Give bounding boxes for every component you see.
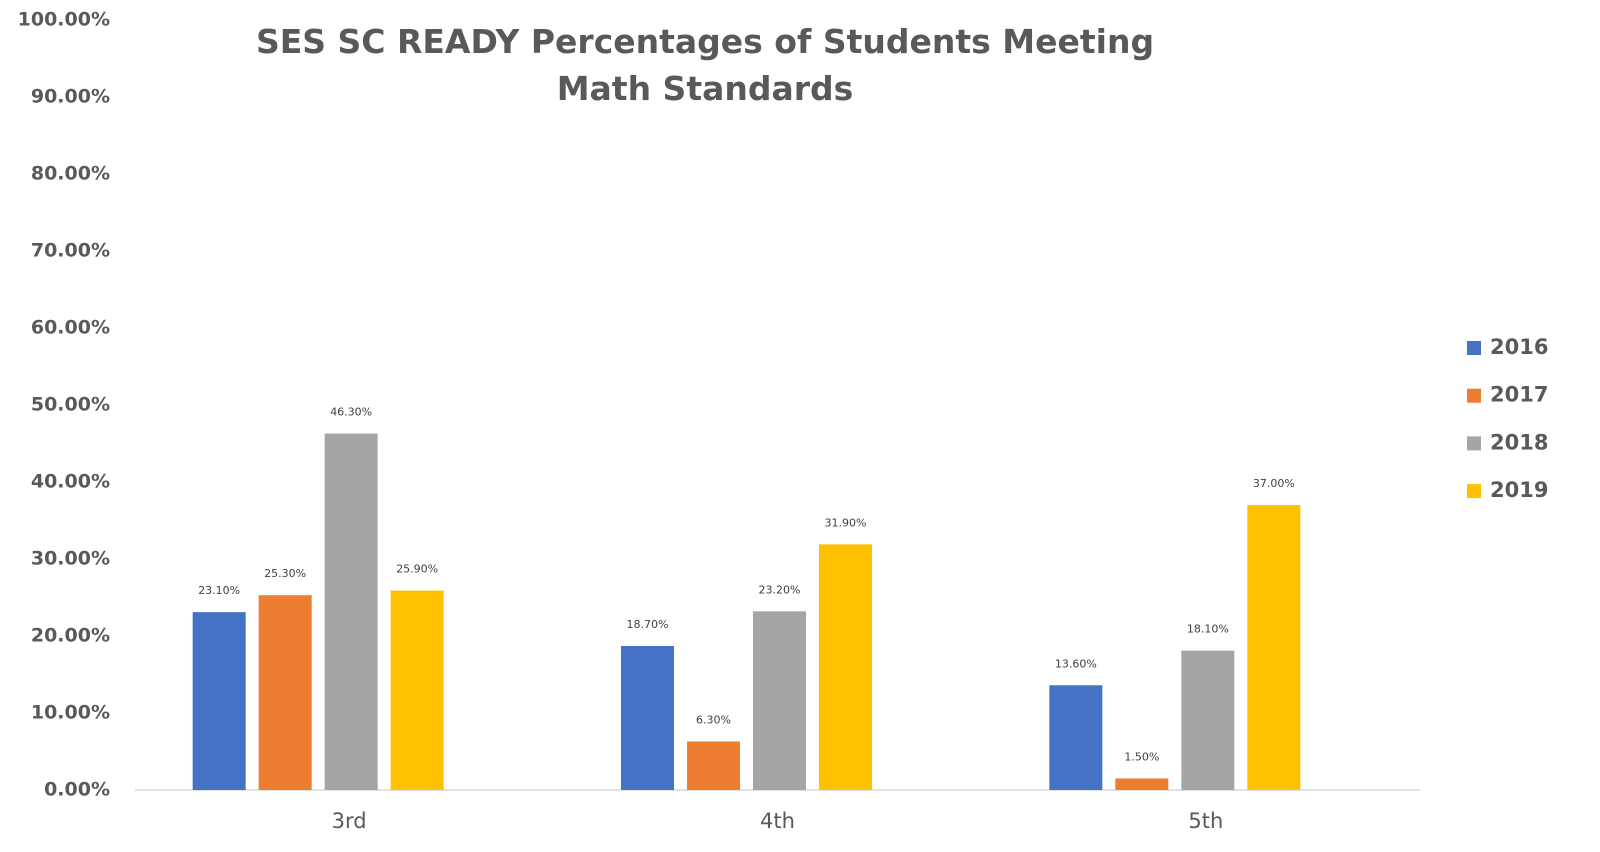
x-tick-label: 3rd <box>332 809 367 833</box>
y-tick-label: 60.00% <box>31 317 110 339</box>
x-tick-label: 4th <box>760 809 795 833</box>
legend-swatch <box>1467 341 1481 355</box>
value-label: 1.50% <box>1124 750 1159 763</box>
value-label: 23.20% <box>759 583 801 596</box>
y-tick-label: 40.00% <box>31 471 110 493</box>
y-tick-label: 30.00% <box>31 548 110 570</box>
bar <box>621 646 674 790</box>
y-tick-label: 10.00% <box>31 702 110 724</box>
x-tick-label: 5th <box>1188 809 1223 833</box>
value-label: 31.90% <box>825 516 867 529</box>
bar <box>1049 685 1103 790</box>
bar <box>192 612 246 790</box>
y-tick-label: 90.00% <box>31 86 110 108</box>
value-label: 46.30% <box>330 405 372 418</box>
value-label: 25.30% <box>264 567 306 580</box>
value-label: 23.10% <box>198 584 240 597</box>
bar <box>687 741 740 790</box>
legend-swatch <box>1467 388 1481 403</box>
value-label: 6.30% <box>696 713 731 726</box>
bar <box>258 595 312 790</box>
legend-label: 2017 <box>1490 383 1548 407</box>
y-tick-label: 50.00% <box>31 394 110 416</box>
value-label: 18.10% <box>1187 623 1229 636</box>
value-label: 37.00% <box>1253 477 1295 490</box>
legend-label: 2018 <box>1490 430 1548 454</box>
bar <box>1181 650 1235 790</box>
legend-label: 2019 <box>1490 478 1548 502</box>
legend-swatch <box>1467 484 1481 499</box>
bar <box>1247 505 1301 790</box>
bar <box>819 544 872 790</box>
y-tick-label: 80.00% <box>31 163 110 185</box>
y-tick-label: 20.00% <box>31 625 110 647</box>
bar <box>753 611 806 790</box>
value-label: 25.90% <box>396 563 438 576</box>
y-tick-label: 70.00% <box>31 240 110 262</box>
bar <box>1115 778 1169 790</box>
y-tick-label: 0.00% <box>44 779 110 801</box>
bar <box>324 433 378 790</box>
bar <box>390 590 444 790</box>
legend-swatch <box>1467 436 1481 451</box>
legend-label: 2016 <box>1490 335 1548 359</box>
chart-title: SES SC READY Percentages of Students Mee… <box>255 22 1155 108</box>
value-label: 13.60% <box>1055 657 1097 670</box>
y-tick-label: 100.00% <box>18 9 110 31</box>
value-label: 18.70% <box>627 618 669 631</box>
